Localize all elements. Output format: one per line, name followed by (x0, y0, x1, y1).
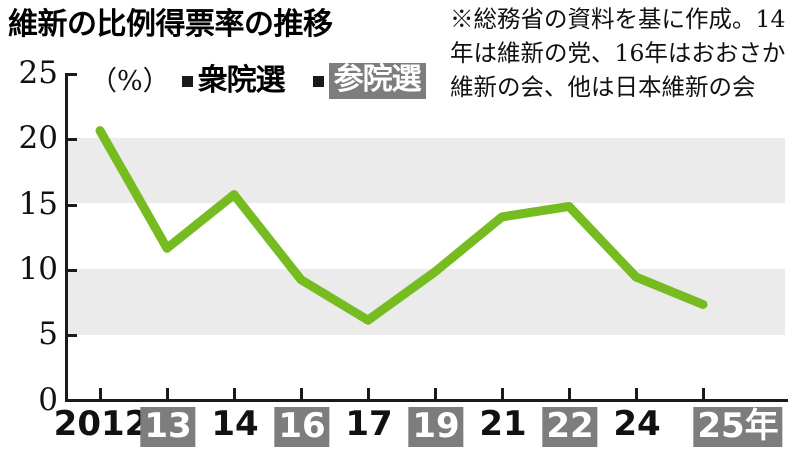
y-axis-label-10: 10 (18, 251, 58, 287)
y-axis-label-20: 20 (18, 120, 58, 156)
y-axis-label-5: 5 (38, 316, 58, 352)
legend-item-shuin: 衆院選 (181, 63, 286, 98)
x-tick-2012 (99, 388, 102, 400)
x-tick-22 (568, 388, 571, 400)
legend-item-sanin: 参院選 (312, 63, 426, 99)
square-marker-icon (312, 75, 324, 87)
y-tick-5 (65, 334, 77, 337)
legend-label-sanin: 参院選 (328, 63, 426, 99)
source-note: ※総務省の資料を基に作成。14年は維新の党、16年はおおさか維新の会、他は日本維… (450, 5, 786, 101)
x-axis-label-17: 17 (345, 404, 393, 444)
y-axis-unit-label: （%） (90, 65, 170, 97)
x-axis-line (65, 399, 788, 402)
y-axis-label-15: 15 (18, 186, 58, 222)
x-axis-label-16: 16 (274, 407, 330, 447)
y-tick-20 (65, 138, 77, 141)
x-tick-21 (501, 388, 504, 400)
y-tick-15 (65, 204, 77, 207)
x-axis-label-25: 25年 (693, 407, 783, 447)
x-tick-19 (434, 388, 437, 400)
x-axis-label-19: 19 (408, 407, 464, 447)
y-band-15-20 (65, 138, 785, 203)
x-tick-16 (300, 388, 303, 400)
x-tick-24 (635, 388, 638, 400)
x-axis-label-2012: 2012 (53, 404, 149, 444)
y-axis-label-0: 0 (38, 382, 58, 418)
x-axis-label-21: 21 (479, 404, 527, 444)
y-band-5-10 (65, 269, 785, 335)
x-tick-14 (233, 388, 236, 400)
x-tick-17 (367, 388, 370, 400)
x-tick-25 (702, 388, 705, 400)
square-marker-icon (181, 75, 193, 87)
chart-legend: （%） 衆院選 参院選 (90, 60, 426, 102)
x-axis-label-13: 13 (140, 407, 196, 447)
x-axis-label-14: 14 (211, 404, 259, 444)
y-tick-10 (65, 269, 77, 272)
x-tick-13 (166, 388, 169, 400)
legend-label-shuin: 衆院選 (197, 63, 286, 98)
y-axis-line (65, 73, 68, 402)
page-title: 維新の比例得票率の推移 (8, 7, 333, 42)
plot-area (65, 73, 785, 400)
y-axis-label-25: 25 (18, 55, 58, 91)
y-tick-25 (65, 73, 77, 76)
x-axis-label-24: 24 (613, 404, 661, 444)
x-axis-label-22: 22 (542, 407, 598, 447)
